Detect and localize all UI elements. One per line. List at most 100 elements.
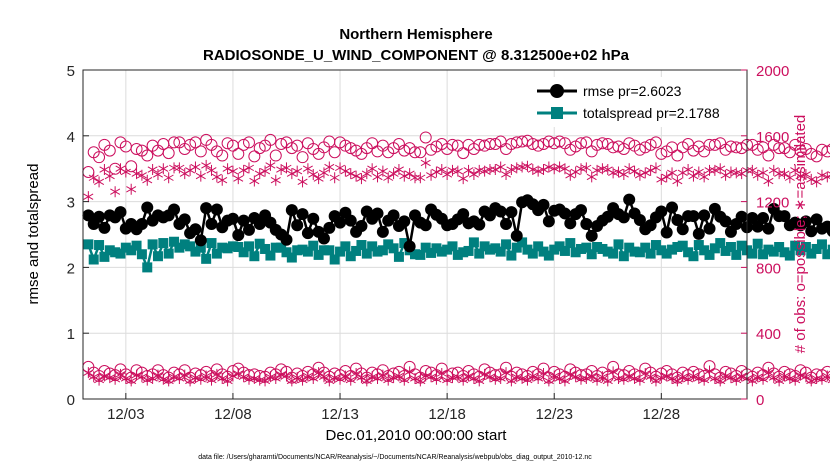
- totalspread-point: [297, 244, 308, 255]
- totalspread-point: [442, 244, 453, 255]
- chart-title-line1: Northern Hemisphere: [339, 26, 492, 43]
- rmse-point: [232, 229, 245, 242]
- totalspread-point: [136, 249, 147, 260]
- obs-count-series: [82, 131, 830, 387]
- obs-assimilated-marker: [768, 164, 779, 176]
- obs-assimilated-marker: [131, 168, 142, 180]
- totalspread-point: [388, 243, 399, 254]
- legend-rmse-marker: [550, 84, 564, 98]
- obs-assimilated-marker: [399, 170, 410, 182]
- totalspread-point: [811, 243, 822, 254]
- obs-assimilated-marker-low: [104, 372, 115, 384]
- obs-assimilated-marker: [265, 159, 276, 171]
- obs-possible-marker: [125, 160, 138, 173]
- legend-spread-label: totalspread pr=2.1788: [583, 105, 720, 121]
- obs-assimilated-marker-low: [693, 372, 704, 384]
- obs-assimilated-marker: [158, 163, 169, 175]
- totalspread-point: [195, 242, 206, 253]
- obs-assimilated-marker: [420, 157, 431, 169]
- obs-assimilated-marker: [174, 162, 185, 174]
- obs-possible-marker: [296, 151, 309, 164]
- obs-assimilated-marker: [790, 164, 801, 176]
- obs-assimilated-marker: [126, 183, 137, 195]
- totalspread-point: [383, 239, 394, 250]
- obs-assimilated-marker-low: [83, 367, 94, 379]
- totalspread-point: [179, 239, 190, 250]
- obs-assimilated-marker-low: [602, 375, 613, 387]
- y-tick-label-right: 1200: [756, 195, 789, 212]
- obs-assimilated-marker: [201, 159, 212, 171]
- obs-assimilated-marker-low: [426, 371, 437, 383]
- obs-assimilated-marker: [120, 166, 131, 178]
- obs-assimilated-marker-low: [720, 370, 731, 382]
- totalspread-point: [420, 242, 431, 253]
- totalspread-point: [83, 239, 94, 250]
- obs-possible-marker: [575, 137, 587, 150]
- obs-possible-marker: [489, 138, 502, 151]
- totalspread-point: [206, 238, 217, 249]
- totalspread-point: [302, 246, 313, 257]
- legend-spread-marker: [551, 107, 563, 119]
- rmse-point: [542, 215, 555, 228]
- obs-assimilated-marker: [490, 164, 501, 176]
- x-tick-label: 12/18: [428, 406, 466, 423]
- obs-assimilated-marker-low: [565, 368, 576, 380]
- y-tick-label-right: 400: [756, 326, 781, 343]
- totalspread-point: [126, 245, 137, 256]
- totalspread-point: [715, 238, 726, 249]
- totalspread-point: [233, 242, 244, 253]
- data-file-footer: data file: /Users/gharamti/Documents/NCA…: [198, 454, 592, 461]
- obs-possible-marker: [232, 147, 245, 160]
- obs-assimilated-marker-low: [554, 372, 565, 384]
- obs-assimilated-marker-low: [790, 374, 801, 386]
- totalspread-point: [431, 243, 442, 254]
- obs-assimilated-marker-low: [308, 372, 319, 384]
- obs-assimilated-marker: [640, 167, 651, 179]
- obs-assimilated-marker-low: [709, 372, 720, 384]
- obs-possible-marker: [275, 138, 288, 151]
- rmse-point: [601, 210, 614, 223]
- obs-assimilated-marker-low: [265, 371, 276, 383]
- obs-possible-marker: [168, 136, 181, 149]
- obs-possible-marker: [344, 142, 357, 155]
- obs-assimilated-marker: [822, 171, 830, 183]
- obs-assimilated-marker: [270, 174, 281, 186]
- totalspread-point: [335, 246, 346, 257]
- obs-assimilated-marker: [779, 168, 790, 180]
- obs-assimilated-marker-low: [522, 374, 533, 386]
- obs-assimilated-marker-low: [211, 368, 222, 380]
- rmse-point: [323, 221, 336, 234]
- totalspread-point: [779, 247, 790, 258]
- obs-assimilated-marker-low: [238, 371, 249, 383]
- obs-assimilated-marker: [501, 168, 512, 180]
- obs-assimilated-marker-low: [747, 375, 758, 387]
- obs-assimilated-marker-low: [474, 375, 485, 387]
- totalspread-point: [163, 248, 174, 259]
- obs-assimilated-marker-low: [292, 372, 303, 384]
- totalspread-point: [661, 248, 672, 259]
- obs-assimilated-marker: [136, 169, 147, 181]
- rmse-point: [500, 217, 513, 230]
- obs-assimilated-marker: [592, 164, 603, 176]
- rmse-point: [317, 232, 330, 245]
- rmse-point: [778, 210, 791, 223]
- obs-assimilated-marker: [351, 170, 362, 182]
- obs-possible-marker: [623, 137, 636, 150]
- obs-possible-marker: [253, 142, 266, 155]
- obs-assimilated-marker-low: [800, 371, 811, 383]
- obs-possible-marker: [162, 147, 175, 160]
- obs-assimilated-marker-low: [725, 372, 736, 384]
- obs-assimilated-marker-low: [377, 369, 388, 381]
- rmse-point: [141, 201, 154, 214]
- x-tick-label: 12/28: [643, 406, 681, 423]
- totalspread-point: [517, 237, 528, 248]
- obs-assimilated-marker: [324, 161, 335, 173]
- obs-possible-marker: [264, 133, 277, 146]
- totalspread-point: [827, 244, 830, 255]
- totalspread-point: [458, 247, 469, 258]
- totalspread-point: [158, 238, 169, 249]
- obs-assimilated-marker: [650, 162, 661, 174]
- rmse-point: [376, 225, 389, 238]
- totalspread-point: [533, 241, 544, 252]
- obs-assimilated-marker-low: [131, 369, 142, 381]
